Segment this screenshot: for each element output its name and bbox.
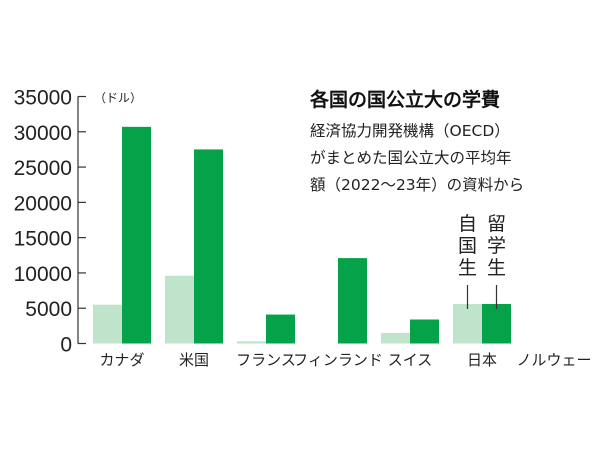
y-tick-label: 25000	[14, 157, 72, 180]
category-label: カナダ	[99, 351, 144, 369]
bar-international	[266, 314, 295, 344]
bar-international	[122, 126, 151, 344]
category-label: フランス	[236, 351, 296, 369]
y-tick-label: 10000	[14, 263, 72, 286]
svg-text:留: 留	[487, 213, 506, 235]
y-tick-label: 30000	[14, 122, 72, 145]
svg-text:生: 生	[487, 257, 506, 279]
y-axis: 0 5000 10000 15000 20000 25000 30000 35000	[14, 87, 86, 357]
bar-international	[482, 303, 511, 344]
y-tick-label: 15000	[14, 228, 72, 251]
legend-label-international: 留学生	[487, 213, 506, 279]
category-label: 日本	[467, 351, 497, 369]
bars	[93, 126, 511, 344]
category-label: フィンランド	[293, 351, 383, 369]
svg-text:学: 学	[487, 235, 506, 257]
bar-domestic	[165, 275, 194, 344]
legend-label-domestic: 自国生	[458, 213, 477, 279]
bar-domestic	[381, 332, 410, 344]
y-tick-label: 0	[60, 334, 72, 357]
category-label: ノルウェー	[516, 351, 591, 369]
y-tick-label: 5000	[25, 298, 72, 321]
bar-domestic	[237, 341, 266, 344]
category-label: スイス	[388, 351, 433, 369]
bar-international	[410, 319, 439, 344]
y-tick-label: 35000	[14, 87, 72, 110]
bar-international	[194, 149, 223, 344]
y-tick-label: 20000	[14, 192, 72, 215]
chart-title: 各国の国公立大の学費	[309, 88, 500, 111]
bar-international	[338, 258, 367, 344]
chart-subtitle-line-3: 額（2022～23年）の資料から	[310, 176, 524, 194]
svg-text:自: 自	[458, 213, 477, 235]
y-axis-unit-label: （ドル）	[94, 91, 142, 105]
bar-domestic	[453, 303, 482, 344]
chart-subtitle-line-2: がまとめた国公立大の平均年	[310, 149, 512, 167]
category-label: 米国	[179, 351, 209, 369]
chart-subtitle-line-1: 経済協力開発機構（OECD）	[310, 122, 510, 140]
svg-text:生: 生	[458, 257, 477, 279]
svg-text:国: 国	[458, 235, 477, 257]
bar-domestic	[93, 304, 122, 344]
